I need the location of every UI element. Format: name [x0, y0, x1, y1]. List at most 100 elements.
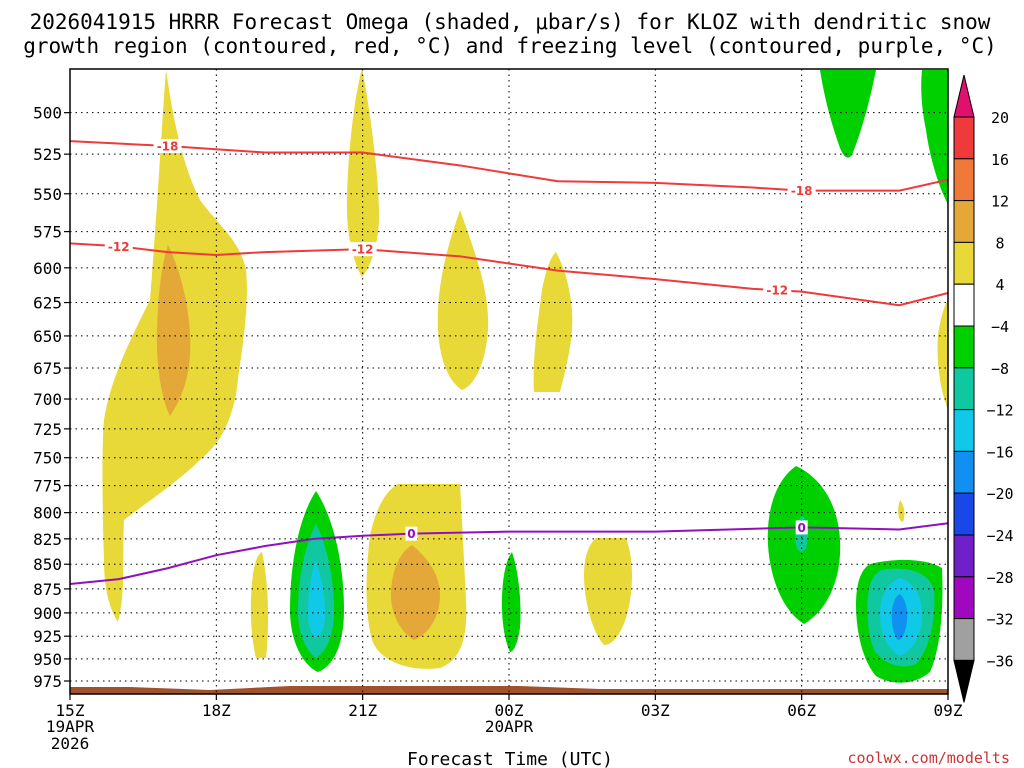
- colorbar-swatch--28_-24: [953, 534, 975, 578]
- colorbar-swatch-4_8: [953, 241, 975, 285]
- x-tick-label-03Z: 03Z: [641, 701, 670, 720]
- contour-minus12-label-bg-0: [104, 239, 133, 254]
- contour-minus18-line: [69, 140, 949, 192]
- credit-text: coolwx.com/modelts: [847, 749, 1010, 767]
- y-tick-label-775: 775: [33, 477, 62, 496]
- x-tick-date-19APR: 19APR: [46, 717, 95, 736]
- x-tick-date-20APR: 20APR: [485, 717, 534, 736]
- y-axis: 500 525 550 575 600 625 650 675 700 725 750 775 800 8…: [33, 104, 70, 691]
- contour-minus18-label-bg-0: [153, 139, 182, 154]
- colorbar-label--16: −16: [986, 443, 1013, 461]
- x-tick-label-18Z: 18Z: [202, 701, 231, 720]
- colorbar-swatch-12_16: [953, 158, 975, 202]
- chart-title-line-1: 2026041915 HRRR Forecast Omega (shaded, …: [30, 10, 991, 34]
- colorbar-label--28: −28: [986, 569, 1013, 587]
- contour-minus18-label-0: -18: [157, 140, 179, 154]
- colorbar-swatch-8_12: [953, 200, 975, 243]
- omega-tiny-yellow-cell: [898, 500, 905, 522]
- omega-cyan-core-20z: [308, 560, 326, 638]
- omega-green-cell-00z: [501, 552, 521, 652]
- y-tick-label-500: 500: [33, 104, 62, 123]
- x-tick-label-21Z: 21Z: [348, 701, 377, 720]
- contour-freezing-level-label-bg-0: [405, 526, 418, 541]
- contour-minus18-label-bg-1: [787, 183, 816, 198]
- contour-minus12-label-1: -12: [352, 243, 374, 257]
- y-tick-label-625: 625: [33, 294, 62, 313]
- y-tick-label-975: 975: [33, 672, 62, 691]
- colorbar-swatch--24_-20: [953, 492, 975, 536]
- contour-minus12-label-bg-1: [348, 242, 377, 257]
- y-tick-label-900: 900: [33, 604, 62, 623]
- y-tick-label-925: 925: [33, 627, 62, 646]
- y-tick-label-575: 575: [33, 223, 62, 242]
- y-tick-label-550: 550: [33, 185, 62, 204]
- omega-shading-layer: [70, 68, 948, 694]
- colorbar-label--4: −4: [991, 318, 1009, 336]
- y-tick-label-875: 875: [33, 580, 62, 599]
- x-tick-year: 2026: [51, 734, 90, 753]
- x-axis-title: Forecast Time (UTC): [407, 749, 613, 768]
- y-tick-label-525: 525: [33, 145, 62, 164]
- y-tick-label-675: 675: [33, 359, 62, 378]
- contour-minus12-line: [69, 242, 949, 307]
- contour-freezing-level-label-bg-1: [795, 520, 808, 535]
- omega-green-upper-09z: [921, 70, 948, 204]
- omega-small-yellow-cell: [250, 552, 269, 658]
- colorbar-swatch--12_-8: [953, 367, 975, 411]
- grid-lines: [70, 69, 948, 694]
- colorbar-label--36: −36: [986, 652, 1013, 670]
- colorbar-swatch--4_4: [953, 283, 975, 327]
- colorbar-label--12: −12: [986, 402, 1013, 420]
- colorbar-label--8: −8: [991, 360, 1009, 378]
- y-tick-label-850: 850: [33, 555, 62, 574]
- x-tick-label-15Z: 15Z: [56, 701, 85, 720]
- colorbar-label-16: 16: [991, 151, 1009, 169]
- colorbar-label-8: 8: [995, 234, 1004, 252]
- omega-core-orange-1: [156, 245, 191, 416]
- x-tick-label-09Z: 09Z: [934, 701, 963, 720]
- contour-minus18-label-1: -18: [791, 184, 813, 198]
- contour-freezing-level-label-1: 0: [797, 521, 805, 535]
- omega-plume-yellow-2: [346, 68, 380, 277]
- y-tick-label-825: 825: [33, 530, 62, 549]
- colorbar-label-4: 4: [995, 276, 1004, 294]
- colorbar-swatch--20_-16: [953, 450, 975, 494]
- colorbar-label--20: −20: [986, 485, 1013, 503]
- colorbar-label--24: −24: [986, 527, 1013, 545]
- colorbar: 20 16 12 8 4 −4 −8 −12 −16 −20 −24 −28 −32 −36: [953, 74, 1014, 703]
- colorbar-swatch--36_-32: [953, 618, 975, 661]
- x-tick-label-00Z: 00Z: [495, 701, 524, 720]
- y-tick-label-800: 800: [33, 504, 62, 523]
- y-tick-label-600: 600: [33, 259, 62, 278]
- y-tick-label-750: 750: [33, 449, 62, 468]
- omega-blue-core-08z: [891, 594, 908, 640]
- contour-minus12-label-2: -12: [766, 284, 788, 298]
- colorbar-swatch-above-20: [953, 74, 975, 118]
- contour-minus12-label-0: -12: [108, 240, 130, 254]
- y-tick-label-700: 700: [33, 390, 62, 409]
- colorbar-swatch--8_-4: [953, 325, 975, 369]
- x-tick-label-06Z: 06Z: [787, 701, 816, 720]
- contour-lines: -18 -18 -12 -12 -12 0 0: [69, 139, 949, 586]
- y-tick-label-950: 950: [33, 650, 62, 669]
- colorbar-swatch-below-minus36: [953, 659, 975, 703]
- omega-yellow-edge-sliver: [937, 300, 948, 410]
- contour-freezing-level-label-0: 0: [407, 527, 415, 541]
- omega-lowlevel-orange-core: [390, 545, 440, 640]
- colorbar-swatch--16_-12: [953, 409, 975, 452]
- y-tick-label-650: 650: [33, 327, 62, 346]
- y-tick-label-725: 725: [33, 420, 62, 439]
- omega-plume-yellow-4: [533, 252, 573, 392]
- colorbar-label--32: −32: [986, 611, 1013, 629]
- colorbar-label-20: 20: [991, 109, 1009, 127]
- omega-green-upper-07z: [820, 70, 876, 158]
- colorbar-label-12: 12: [991, 193, 1009, 211]
- colorbar-swatch-16_20: [953, 116, 975, 160]
- contour-minus12-label-bg-2: [763, 283, 792, 298]
- terrain-ground: [70, 686, 948, 694]
- omega-yellow-cell-02z: [584, 538, 632, 645]
- chart-title-line-2: growth region (contoured, red, °C) and f…: [23, 34, 997, 58]
- colorbar-swatch--32_-28: [953, 576, 975, 620]
